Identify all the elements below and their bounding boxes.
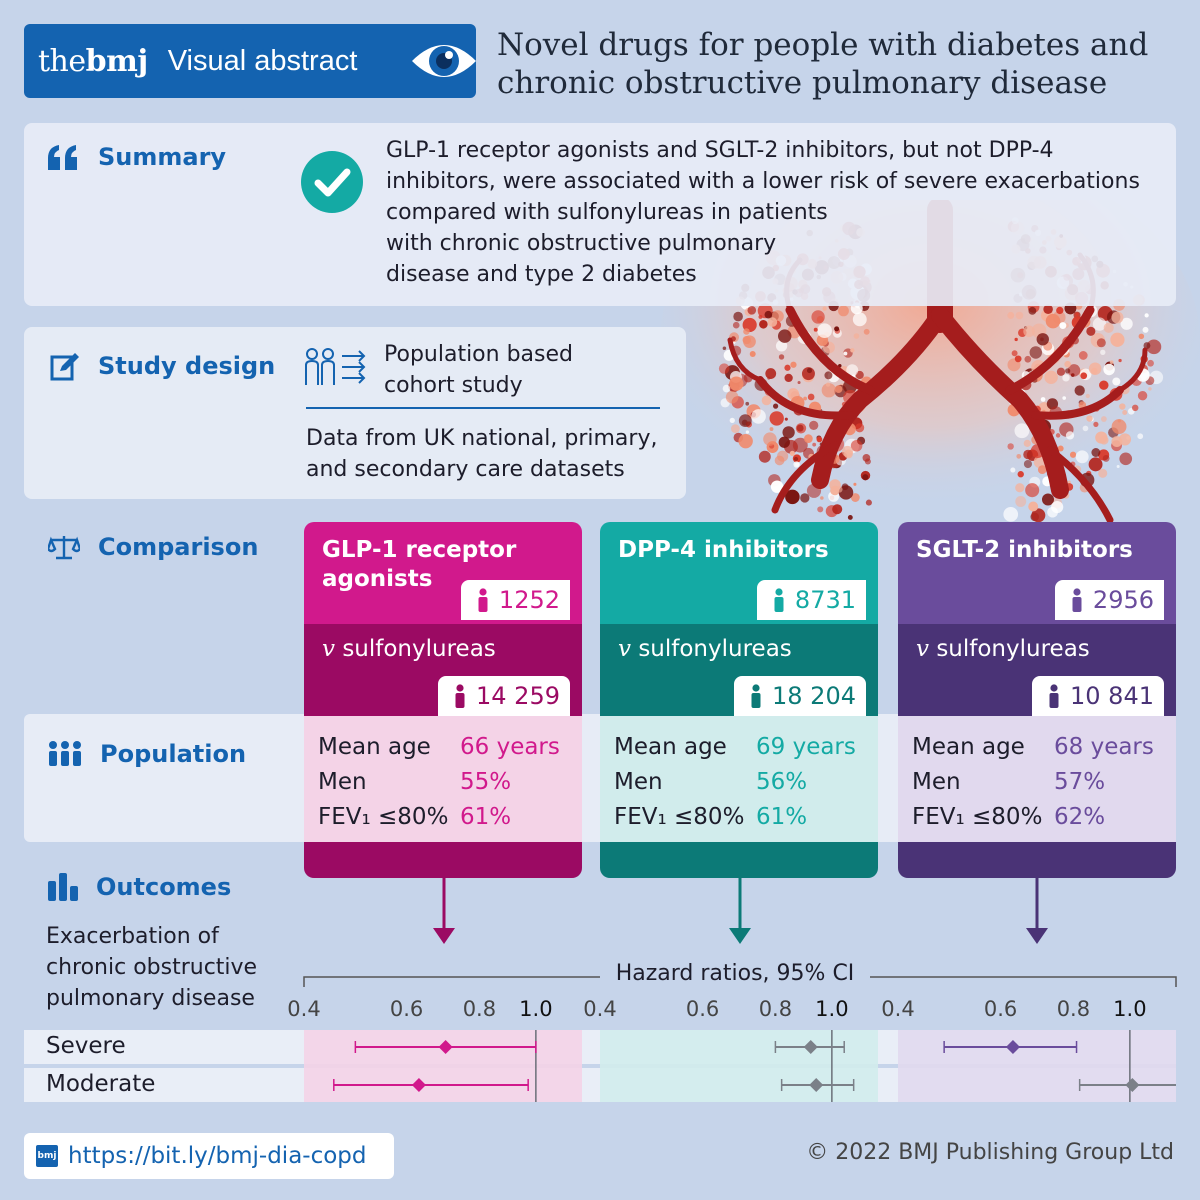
forest-plot: 0.4 0.6 0.8 1.0 0.4 0.6 0.8 1.0 0.4 0.6 0.8 1.0 (287, 997, 1176, 1102)
scales-icon (48, 536, 80, 560)
tick-label: 0.4 (287, 997, 320, 1021)
tick-label: 1.0 (815, 997, 848, 1021)
row-label-moderate: Moderate (46, 1071, 156, 1097)
population-table: Mean age 68 years Men 57% FEV₁ ≤80% 62% (898, 716, 1176, 842)
comparison-label: Comparison (98, 533, 259, 561)
comparator-label: v sulfonylureas (618, 636, 792, 662)
row-label-severe: Severe (46, 1033, 126, 1059)
comparator-count: 18 204 (734, 676, 866, 716)
card-footer (898, 842, 1176, 878)
tick-label: 0.8 (759, 997, 792, 1021)
down-arrow-icon (433, 878, 455, 944)
hazard-ratio-point (809, 1078, 824, 1092)
divider (306, 407, 660, 409)
outcomes-label: Outcomes (96, 873, 232, 901)
person-icon (1049, 684, 1059, 708)
comparator-count: 10 841 (1032, 676, 1164, 716)
comparator-row: v sulfonylureas 14 259 (304, 624, 582, 716)
data-source: Data from UK national, primary, and seco… (306, 426, 658, 482)
tick-label: 0.6 (984, 997, 1017, 1021)
card-footer (600, 842, 878, 878)
tick-label: 0.4 (583, 997, 616, 1021)
card-header: GLP-1 receptor agonists 1252 (304, 522, 582, 624)
tick-label: 0.4 (881, 997, 914, 1021)
people-icon (49, 741, 81, 766)
study-design-panel: Study design Population based cohort stu… (24, 327, 686, 499)
comparison-heading: Comparison (48, 533, 258, 561)
study-design-heading: Study design (50, 351, 275, 381)
tick-label: 0.6 (686, 997, 719, 1021)
hazard-ratio-point (1125, 1078, 1140, 1092)
comparator-row: v sulfonylureas 18 204 (600, 624, 878, 716)
person-icon (478, 588, 488, 612)
summary-text: GLP-1 receptor agonists and SGLT-2 inhib… (386, 138, 1140, 287)
bar-chart-icon (48, 873, 78, 901)
comparator-row: v sulfonylureas 10 841 (898, 624, 1176, 716)
population-table: Mean age 69 years Men 56% FEV₁ ≤80% 61% (600, 716, 878, 842)
eye-icon (412, 45, 476, 77)
outcome-description: Exacerbation of chronic obstructive pulm… (46, 924, 258, 1011)
comparison-card: SGLT-2 inhibitors 2956 v sulfonylureas 1… (898, 522, 1176, 878)
person-icon (1072, 588, 1082, 612)
hazard-ratio-point (803, 1040, 818, 1054)
study-design-label: Study design (98, 352, 276, 380)
summary-label: Summary (98, 143, 227, 171)
axis-title: Hazard ratios, 95% CI (615, 961, 855, 986)
forest-panel-bg (898, 1030, 1176, 1102)
drug-count: 2956 (1054, 580, 1164, 620)
down-arrow-icon (1026, 878, 1048, 944)
hazard-ratio-point (438, 1040, 453, 1054)
population-heading: Population (48, 740, 246, 768)
population-table: Mean age 66 years Men 55% FEV₁ ≤80% 61% (304, 716, 582, 842)
summary-panel: Summary GLP-1 receptor agonists and SGLT… (24, 123, 1176, 306)
outcomes-heading: Outcomes (48, 873, 231, 901)
comparator-label: v sulfonylureas (916, 636, 1090, 662)
drug-name: DPP-4 inhibitors (618, 537, 829, 563)
pencil-icon (50, 353, 79, 381)
link-text[interactable]: https://bit.ly/bmj-dia-copd (68, 1143, 367, 1169)
bmj-logo: thebmj (38, 43, 148, 79)
axis-bracket (303, 976, 1177, 987)
population-label: Population (100, 740, 247, 768)
check-icon (301, 151, 363, 213)
tick-label: 0.8 (463, 997, 496, 1021)
tick-label: 1.0 (519, 997, 552, 1021)
card-footer (304, 842, 582, 878)
page-title: Novel drugs for people with diabetes and… (497, 27, 1149, 101)
comparator-count: 14 259 (438, 676, 570, 716)
card-header: SGLT-2 inhibitors 2956 (898, 522, 1176, 624)
forest-panel-bg (304, 1030, 582, 1102)
hazard-ratio-point (1005, 1040, 1020, 1054)
visual-abstract-badge: thebmj Visual abstract (24, 24, 476, 98)
card-header: DPP-4 inhibitors 8731 (600, 522, 878, 624)
badge-label: Visual abstract (167, 44, 358, 77)
tick-label: 0.6 (390, 997, 423, 1021)
comparator-label: v sulfonylureas (322, 636, 496, 662)
drug-name: GLP-1 receptor agonists (322, 537, 517, 592)
person-icon (751, 684, 761, 708)
drug-count: 8731 (756, 580, 866, 620)
summary-heading: Summary (46, 143, 226, 171)
hazard-ratio-point (411, 1078, 426, 1092)
drug-count: 1252 (460, 580, 570, 620)
quote-icon (48, 145, 77, 170)
comparison-card: DPP-4 inhibitors 8731 v sulfonylureas 18… (600, 522, 878, 878)
footer-link[interactable]: bmj https://bit.ly/bmj-dia-copd (24, 1133, 394, 1179)
bmj-icon: bmj (36, 1145, 58, 1167)
study-type: Population based cohort study (384, 342, 573, 398)
comparison-card: GLP-1 receptor agonists 1252 v sulfonylu… (304, 522, 582, 878)
person-icon (455, 684, 465, 708)
down-arrow-icon (729, 878, 751, 944)
tick-label: 0.8 (1057, 997, 1090, 1021)
people-arrows-icon (305, 348, 366, 385)
person-icon (774, 588, 784, 612)
forest-panel-bg (600, 1030, 878, 1102)
copyright: © 2022 BMJ Publishing Group Ltd (806, 1140, 1174, 1165)
drug-name: SGLT-2 inhibitors (916, 537, 1133, 563)
tick-label: 1.0 (1113, 997, 1146, 1021)
